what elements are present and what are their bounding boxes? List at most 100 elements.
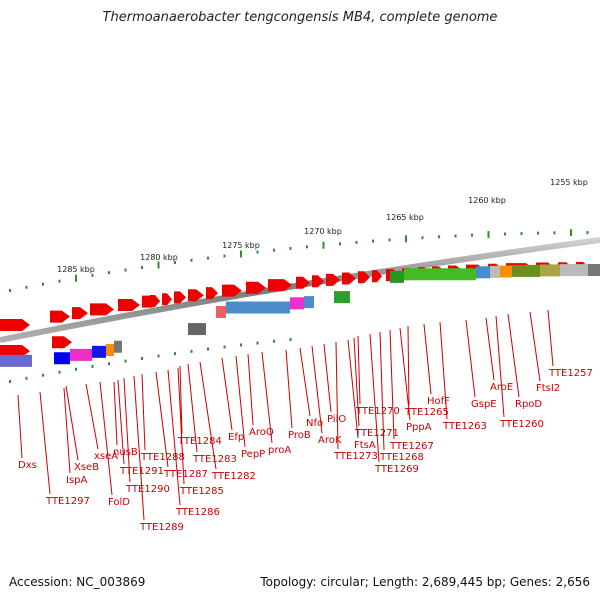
- scale-tick: [58, 279, 61, 283]
- gene-label: FtsI2: [536, 383, 560, 394]
- label-lines: [17, 309, 554, 521]
- scale-label: 1265 kbp: [386, 213, 424, 222]
- scale-label: 1285 kbp: [57, 265, 95, 274]
- gene-label: AroK: [318, 435, 342, 446]
- gene-arrow: [206, 287, 218, 300]
- gene-label: ProB: [288, 430, 311, 441]
- feature-blocks: [0, 264, 600, 367]
- scale-tick: [25, 285, 28, 289]
- scale-tick: [570, 229, 572, 237]
- scale-tick: [108, 362, 110, 366]
- label-leader-line: [177, 367, 185, 485]
- gene-label: TTE1284: [177, 436, 222, 447]
- label-leader-line: [85, 383, 99, 450]
- gene-label: TTE1287: [163, 469, 208, 480]
- gene-label: PppA: [406, 422, 432, 433]
- gene-label: TTE1270: [355, 406, 400, 417]
- label-leader-line: [155, 371, 169, 468]
- scale-tick: [207, 347, 209, 351]
- scale-tick: [91, 273, 94, 277]
- scale-ticks: [9, 229, 589, 384]
- scale-tick: [438, 235, 440, 239]
- label-leader-line: [485, 317, 495, 381]
- scale-tick: [256, 341, 259, 345]
- scale-tick: [256, 250, 259, 254]
- gene-label: TTE1265: [404, 407, 449, 418]
- gene-label: FtsA: [354, 440, 376, 451]
- scale-tick: [124, 268, 127, 272]
- gene-label: TTE1269: [374, 464, 419, 475]
- feature-block: [188, 323, 206, 336]
- label-leader-line: [17, 394, 23, 459]
- gene-label: HofF: [427, 396, 450, 407]
- label-leader-line: [507, 313, 520, 398]
- scale-tick: [355, 240, 358, 244]
- label-leader-line: [529, 311, 541, 382]
- label-leader-line: [547, 309, 554, 367]
- gene-arrow: [174, 291, 186, 304]
- scale-tick: [9, 380, 11, 384]
- scale-tick: [25, 376, 28, 380]
- scale-tick: [471, 233, 473, 237]
- feature-block: [560, 264, 588, 277]
- scale-tick: [174, 261, 176, 265]
- scale-tick: [223, 254, 226, 258]
- gene-arrow: [162, 293, 172, 306]
- scale-tick: [174, 352, 176, 356]
- feature-block: [70, 348, 92, 361]
- gene-arrow: [188, 289, 204, 302]
- gene-arrow: [0, 319, 30, 332]
- gene-arrow: [52, 336, 72, 349]
- feature-block: [334, 291, 350, 304]
- genome-summary-text: Topology: circular; Length: 2,689,445 bp…: [260, 575, 590, 589]
- label-leader-line: [39, 391, 51, 495]
- gene-arrow: [358, 271, 370, 284]
- gene-label: Dxs: [18, 460, 37, 471]
- gene-label: XseB: [74, 462, 99, 473]
- label-leader-line: [311, 345, 323, 434]
- label-leader-line: [235, 355, 246, 448]
- scale-tick: [273, 248, 275, 252]
- scale-label: 1255 kbp: [550, 178, 588, 187]
- gene-label: TTE1288: [140, 452, 185, 463]
- gene-arrow: [72, 307, 88, 320]
- label-leader-line: [187, 363, 198, 453]
- scale-tick: [207, 256, 209, 260]
- gene-label: TTE1297: [45, 496, 90, 507]
- gene-label: proA: [268, 445, 291, 456]
- gene-arrow: [296, 276, 310, 289]
- gene-arrow: [0, 345, 30, 358]
- scale-tick: [322, 241, 325, 249]
- gene-label: GspE: [471, 399, 497, 410]
- gene-label: RpoD: [515, 399, 542, 410]
- scale-tick: [520, 232, 523, 236]
- gene-label: TTE1290: [125, 484, 170, 495]
- scale-tick: [75, 274, 77, 282]
- label-leader-line: [299, 347, 311, 417]
- label-leader-line: [99, 381, 113, 496]
- label-leader-line: [141, 373, 146, 451]
- scale-label: 1275 kbp: [222, 241, 260, 250]
- label-leader-line: [353, 337, 360, 427]
- scale-tick: [289, 337, 292, 341]
- scale-labels: 1285 kbp 1280 kbp 1275 kbp 1270 kbp 1265 kbp…: [57, 178, 588, 274]
- gene-label: Nfo: [306, 418, 323, 429]
- scale-tick: [124, 359, 127, 363]
- gene-label: Efp: [228, 432, 244, 443]
- gene-arrow: [342, 272, 356, 285]
- gene-label: TTE1282: [211, 471, 256, 482]
- feature-block: [588, 264, 600, 277]
- label-leader-line: [221, 357, 233, 431]
- gene-label: PilO: [327, 414, 346, 425]
- gene-label: nusB: [113, 447, 138, 458]
- scale-tick: [42, 282, 44, 286]
- scale-tick: [421, 236, 424, 240]
- label-leader-line: [179, 365, 183, 435]
- scale-tick: [9, 289, 11, 293]
- feature-block: [390, 270, 404, 283]
- scale-tick: [454, 234, 457, 238]
- scale-tick: [306, 245, 308, 249]
- scale-tick: [141, 356, 143, 360]
- label-leader-line: [323, 343, 332, 413]
